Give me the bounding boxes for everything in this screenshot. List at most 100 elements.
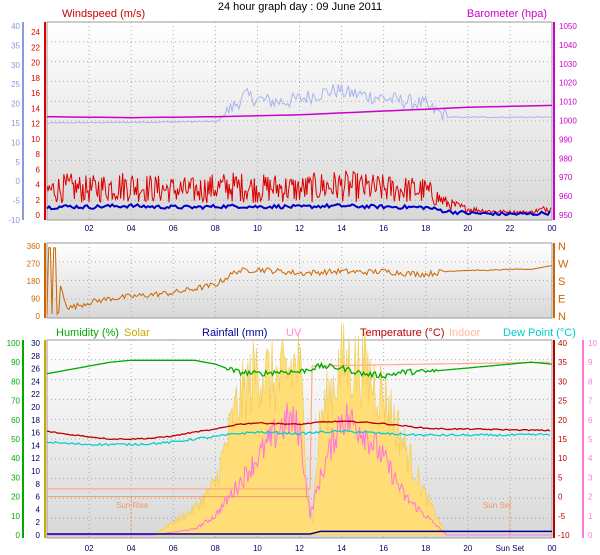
x-tick-label: 18 [421, 224, 430, 233]
solar-tick: 10 [31, 467, 40, 476]
left-inner-tick: 24 [31, 28, 40, 37]
humidity-tick: 80 [11, 377, 20, 386]
x-tick-label: 04 [127, 224, 136, 233]
series-rainfall [47, 530, 552, 535]
temp-tick: 5 [558, 473, 563, 482]
dir-compass-tick: N [558, 241, 566, 253]
series-temperature [46, 420, 551, 441]
humidity-tick: 60 [11, 416, 20, 425]
x-tick-label: 08 [211, 224, 220, 233]
humidity-tick: 90 [11, 358, 20, 367]
solar-tick: 2 [36, 518, 41, 527]
left-outer-tick: 35 [11, 41, 20, 50]
x-tick-label: 22 [505, 224, 514, 233]
left-inner-tick: 6 [36, 165, 41, 174]
humidity-tick: 10 [11, 512, 20, 521]
left-outer-tick: 0 [16, 177, 21, 186]
dir-tick: 90 [31, 295, 40, 304]
uv-tick: 7 [588, 397, 593, 406]
right-tick: 950 [559, 211, 573, 220]
left-inner-tick: 2 [36, 196, 41, 205]
right-tick: 990 [559, 135, 573, 144]
x-tick-label: 02 [85, 544, 94, 553]
left-outer-tick: 20 [11, 100, 20, 109]
series-windspeed [46, 170, 552, 215]
x-tick-label: 10 [253, 224, 262, 233]
humidity-tick: 30 [11, 473, 20, 482]
humidity-tick: 70 [11, 397, 20, 406]
uv-tick: 4 [588, 454, 593, 463]
x-tick-label: 02 [85, 224, 94, 233]
solar-tick: 24 [31, 377, 40, 386]
uv-label: UV [286, 327, 302, 339]
left-outer-tick: -5 [13, 197, 21, 206]
uv-tick: 0 [588, 531, 593, 540]
sun-rise-label: Sun Rise [116, 501, 149, 510]
x-tick-label: 14 [337, 224, 346, 233]
graph-title: 24 hour graph day : 09 June 2011 [217, 1, 383, 13]
humidity-tick: 40 [11, 454, 20, 463]
right-tick: 1020 [559, 79, 577, 88]
solar-tick: 22 [31, 390, 40, 399]
left-outer-tick: 10 [11, 138, 20, 147]
dir-tick: 360 [27, 242, 41, 251]
temperature-label: Temperature (°C) [360, 327, 444, 339]
x-tick-label: 10 [253, 544, 262, 553]
left-outer-tick: -10 [8, 216, 20, 225]
left-inner-tick: 22 [31, 43, 40, 52]
windspeed-label: Windspeed (m/s) [62, 8, 145, 20]
left-outer-tick: 40 [11, 22, 20, 31]
barometer-label: Barometer (hpa) [467, 8, 547, 20]
solar-tick: 12 [31, 454, 40, 463]
temp-tick: -5 [558, 512, 566, 521]
x-tick-label: 12 [295, 544, 304, 553]
x-tick-label: 16 [379, 544, 388, 553]
solar-tick: 6 [36, 493, 41, 502]
humidity-label: Humidity (%) [56, 327, 119, 339]
x-tick-label: 14 [337, 544, 346, 553]
right-tick: 1010 [559, 98, 577, 107]
x-tick-label: 12 [295, 224, 304, 233]
left-inner-tick: 4 [36, 181, 41, 190]
x-tick-label: 06 [169, 224, 178, 233]
solar-tick: 14 [31, 441, 40, 450]
x-tick-label: 20 [463, 544, 472, 553]
left-inner-tick: 14 [31, 104, 40, 113]
temp-tick: 35 [558, 358, 567, 367]
right-tick: 1040 [559, 41, 577, 50]
uv-tick: 2 [588, 493, 593, 502]
series-humidity [46, 359, 553, 380]
temp-tick: 15 [558, 435, 567, 444]
solar-tick: 8 [36, 480, 41, 489]
uv-tick: 6 [588, 416, 593, 425]
temp-tick: 30 [558, 377, 567, 386]
left-outer-tick: 15 [11, 119, 20, 128]
humidity-tick: 0 [16, 531, 21, 540]
x-tick-label: 08 [211, 544, 220, 553]
series-dewpoint [46, 429, 551, 447]
solar-label: Solar [124, 327, 150, 339]
x-tick-label: Sun Set [496, 544, 525, 553]
x-tick-label: 06 [169, 544, 178, 553]
humidity-tick: 20 [11, 493, 20, 502]
solar-tick: 26 [31, 365, 40, 374]
temp-tick: 0 [558, 493, 563, 502]
dir-tick: 0 [36, 312, 41, 321]
right-tick: 1030 [559, 60, 577, 69]
solar-tick: 30 [31, 339, 40, 348]
temp-tick: 20 [558, 416, 567, 425]
temp-tick: -10 [558, 531, 570, 540]
uv-tick: 8 [588, 377, 593, 386]
dir-compass-tick: N [558, 311, 566, 323]
left-outer-tick: 30 [11, 61, 20, 70]
right-tick: 1000 [559, 117, 577, 126]
series-outer-trace [46, 84, 553, 124]
dir-tick: 180 [27, 277, 41, 286]
solar-tick: 20 [31, 403, 40, 412]
series-indoor [47, 361, 550, 490]
uv-tick: 1 [588, 512, 593, 521]
x-tick-label: 00 [548, 544, 557, 553]
right-tick: 970 [559, 173, 573, 182]
left-inner-tick: 16 [31, 89, 40, 98]
